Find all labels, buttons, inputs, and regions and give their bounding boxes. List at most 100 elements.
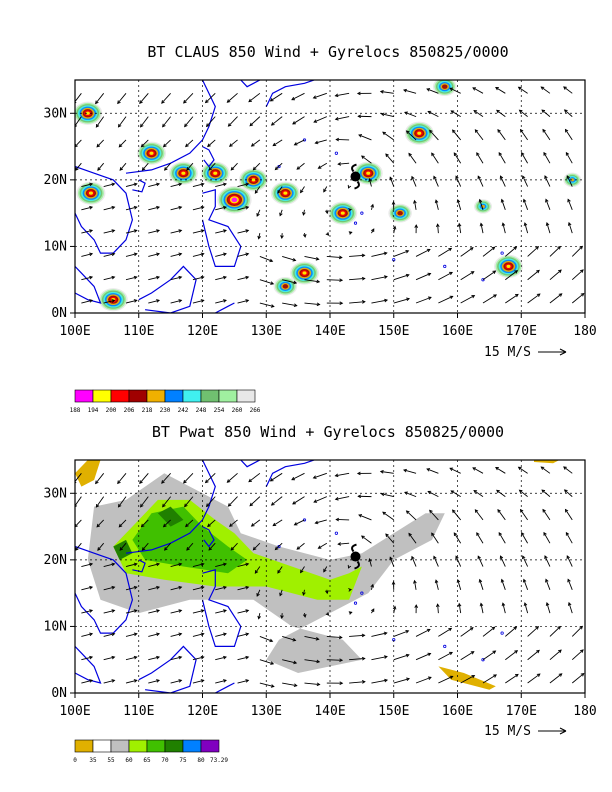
wind-vector [495, 87, 506, 94]
wind-vector [304, 255, 319, 260]
wind-vector-head [223, 632, 227, 637]
wind-vector-head [334, 497, 339, 501]
wind-vector-head [338, 635, 343, 640]
x-tick-label: 160E [442, 704, 473, 719]
wind-vector [546, 602, 551, 614]
wind-vector-head [383, 275, 388, 279]
wind-vector-head [133, 585, 138, 590]
wind-vector-head [426, 248, 431, 253]
wind-vector [304, 302, 320, 305]
wind-vector [148, 656, 160, 661]
wind-vector [148, 586, 160, 591]
colorbar-label: 206 [124, 407, 135, 414]
wind-vector-head [156, 182, 161, 187]
wind-vector-head [227, 503, 232, 507]
coastline [240, 80, 261, 88]
wind-vector-head [156, 585, 161, 590]
wind-vector [406, 510, 417, 521]
wind-vector [259, 255, 273, 262]
island [481, 658, 485, 662]
wind-vector-head [178, 585, 183, 590]
island [360, 591, 364, 595]
wind-vector-head [75, 505, 78, 508]
wind-vector [460, 247, 474, 257]
wind-vector-head [118, 143, 123, 148]
wind-vector [455, 176, 462, 187]
wind-vector [237, 563, 249, 567]
wind-vector [449, 87, 461, 94]
wind-vector [313, 472, 327, 479]
wind-vector-head [361, 633, 366, 638]
wind-vector-head [89, 299, 94, 303]
wind-vector [415, 296, 432, 304]
wind-vector [382, 131, 395, 141]
colorbar-label: 260 [232, 407, 243, 414]
wind-vector-head [280, 615, 284, 620]
colorbar-claus: 188 194 200 206 218 230 242 248 254 260 266 [70, 389, 261, 414]
wind-vector-head [370, 228, 375, 233]
wind-vector [96, 519, 105, 528]
wind-vector [81, 633, 93, 637]
wind-vector-head [205, 123, 210, 128]
coastline [75, 165, 134, 254]
colorbar-swatch [128, 739, 148, 753]
wind-vector-head [361, 276, 366, 281]
wind-vector [118, 519, 127, 528]
wind-vector [125, 229, 137, 234]
wind-vector [272, 519, 283, 527]
wind-vector [505, 650, 518, 661]
wind-vector [371, 656, 388, 661]
wind-vector [249, 116, 261, 127]
cloud-cell [88, 191, 93, 195]
island [443, 264, 447, 268]
wind-vector [505, 294, 519, 304]
wind-vector-head [545, 222, 550, 226]
wind-vector [565, 509, 573, 521]
wind-vector-head [200, 679, 205, 683]
wind-vector [404, 491, 417, 498]
wind-vector-head [521, 531, 525, 536]
wind-vector-head [111, 562, 116, 567]
wind-vector-head [207, 523, 211, 528]
wind-vector [207, 139, 216, 147]
wind-vector-head [579, 625, 584, 630]
wind-vector-head [382, 511, 386, 516]
wind-vector [272, 139, 283, 147]
wind-vector-head [200, 585, 205, 590]
wind-vector-head [89, 275, 94, 280]
wind-vector-head [156, 299, 161, 303]
wind-vector [161, 473, 171, 484]
wind-vector [497, 509, 506, 521]
wind-vector-head [478, 198, 483, 203]
wind-vector-head [563, 489, 568, 493]
wind-vector-head [335, 137, 340, 142]
wind-vector [192, 206, 204, 211]
wind-vector [408, 153, 417, 164]
wind-vector [415, 248, 431, 257]
wind-vector [253, 162, 261, 171]
wind-vector-head [383, 631, 388, 636]
wind-vector [426, 468, 439, 474]
wind-vector-head [323, 568, 327, 573]
wind-vector [450, 110, 461, 118]
coastline [265, 460, 316, 487]
wind-vector [549, 649, 562, 661]
wind-vector-head [245, 585, 250, 590]
y-tick-label: 20N [44, 553, 67, 568]
wind-vector [205, 472, 216, 483]
wind-vector-head [133, 182, 138, 187]
wind-vector-head [405, 273, 410, 278]
wind-vector-head [133, 252, 138, 257]
wind-vector-head [471, 295, 476, 299]
wind-vector [291, 92, 305, 101]
wind-vector [183, 93, 194, 104]
wind-vector-head [162, 523, 167, 528]
colorbar-label: 248 [196, 407, 207, 414]
wind-vector-head [139, 100, 143, 104]
wind-vector [95, 496, 105, 508]
wind-vector-head [256, 593, 260, 597]
wind-vector-head [518, 109, 523, 114]
wind-vector-head [315, 257, 320, 261]
wind-vector-head [178, 679, 183, 683]
wind-vector [393, 630, 409, 637]
